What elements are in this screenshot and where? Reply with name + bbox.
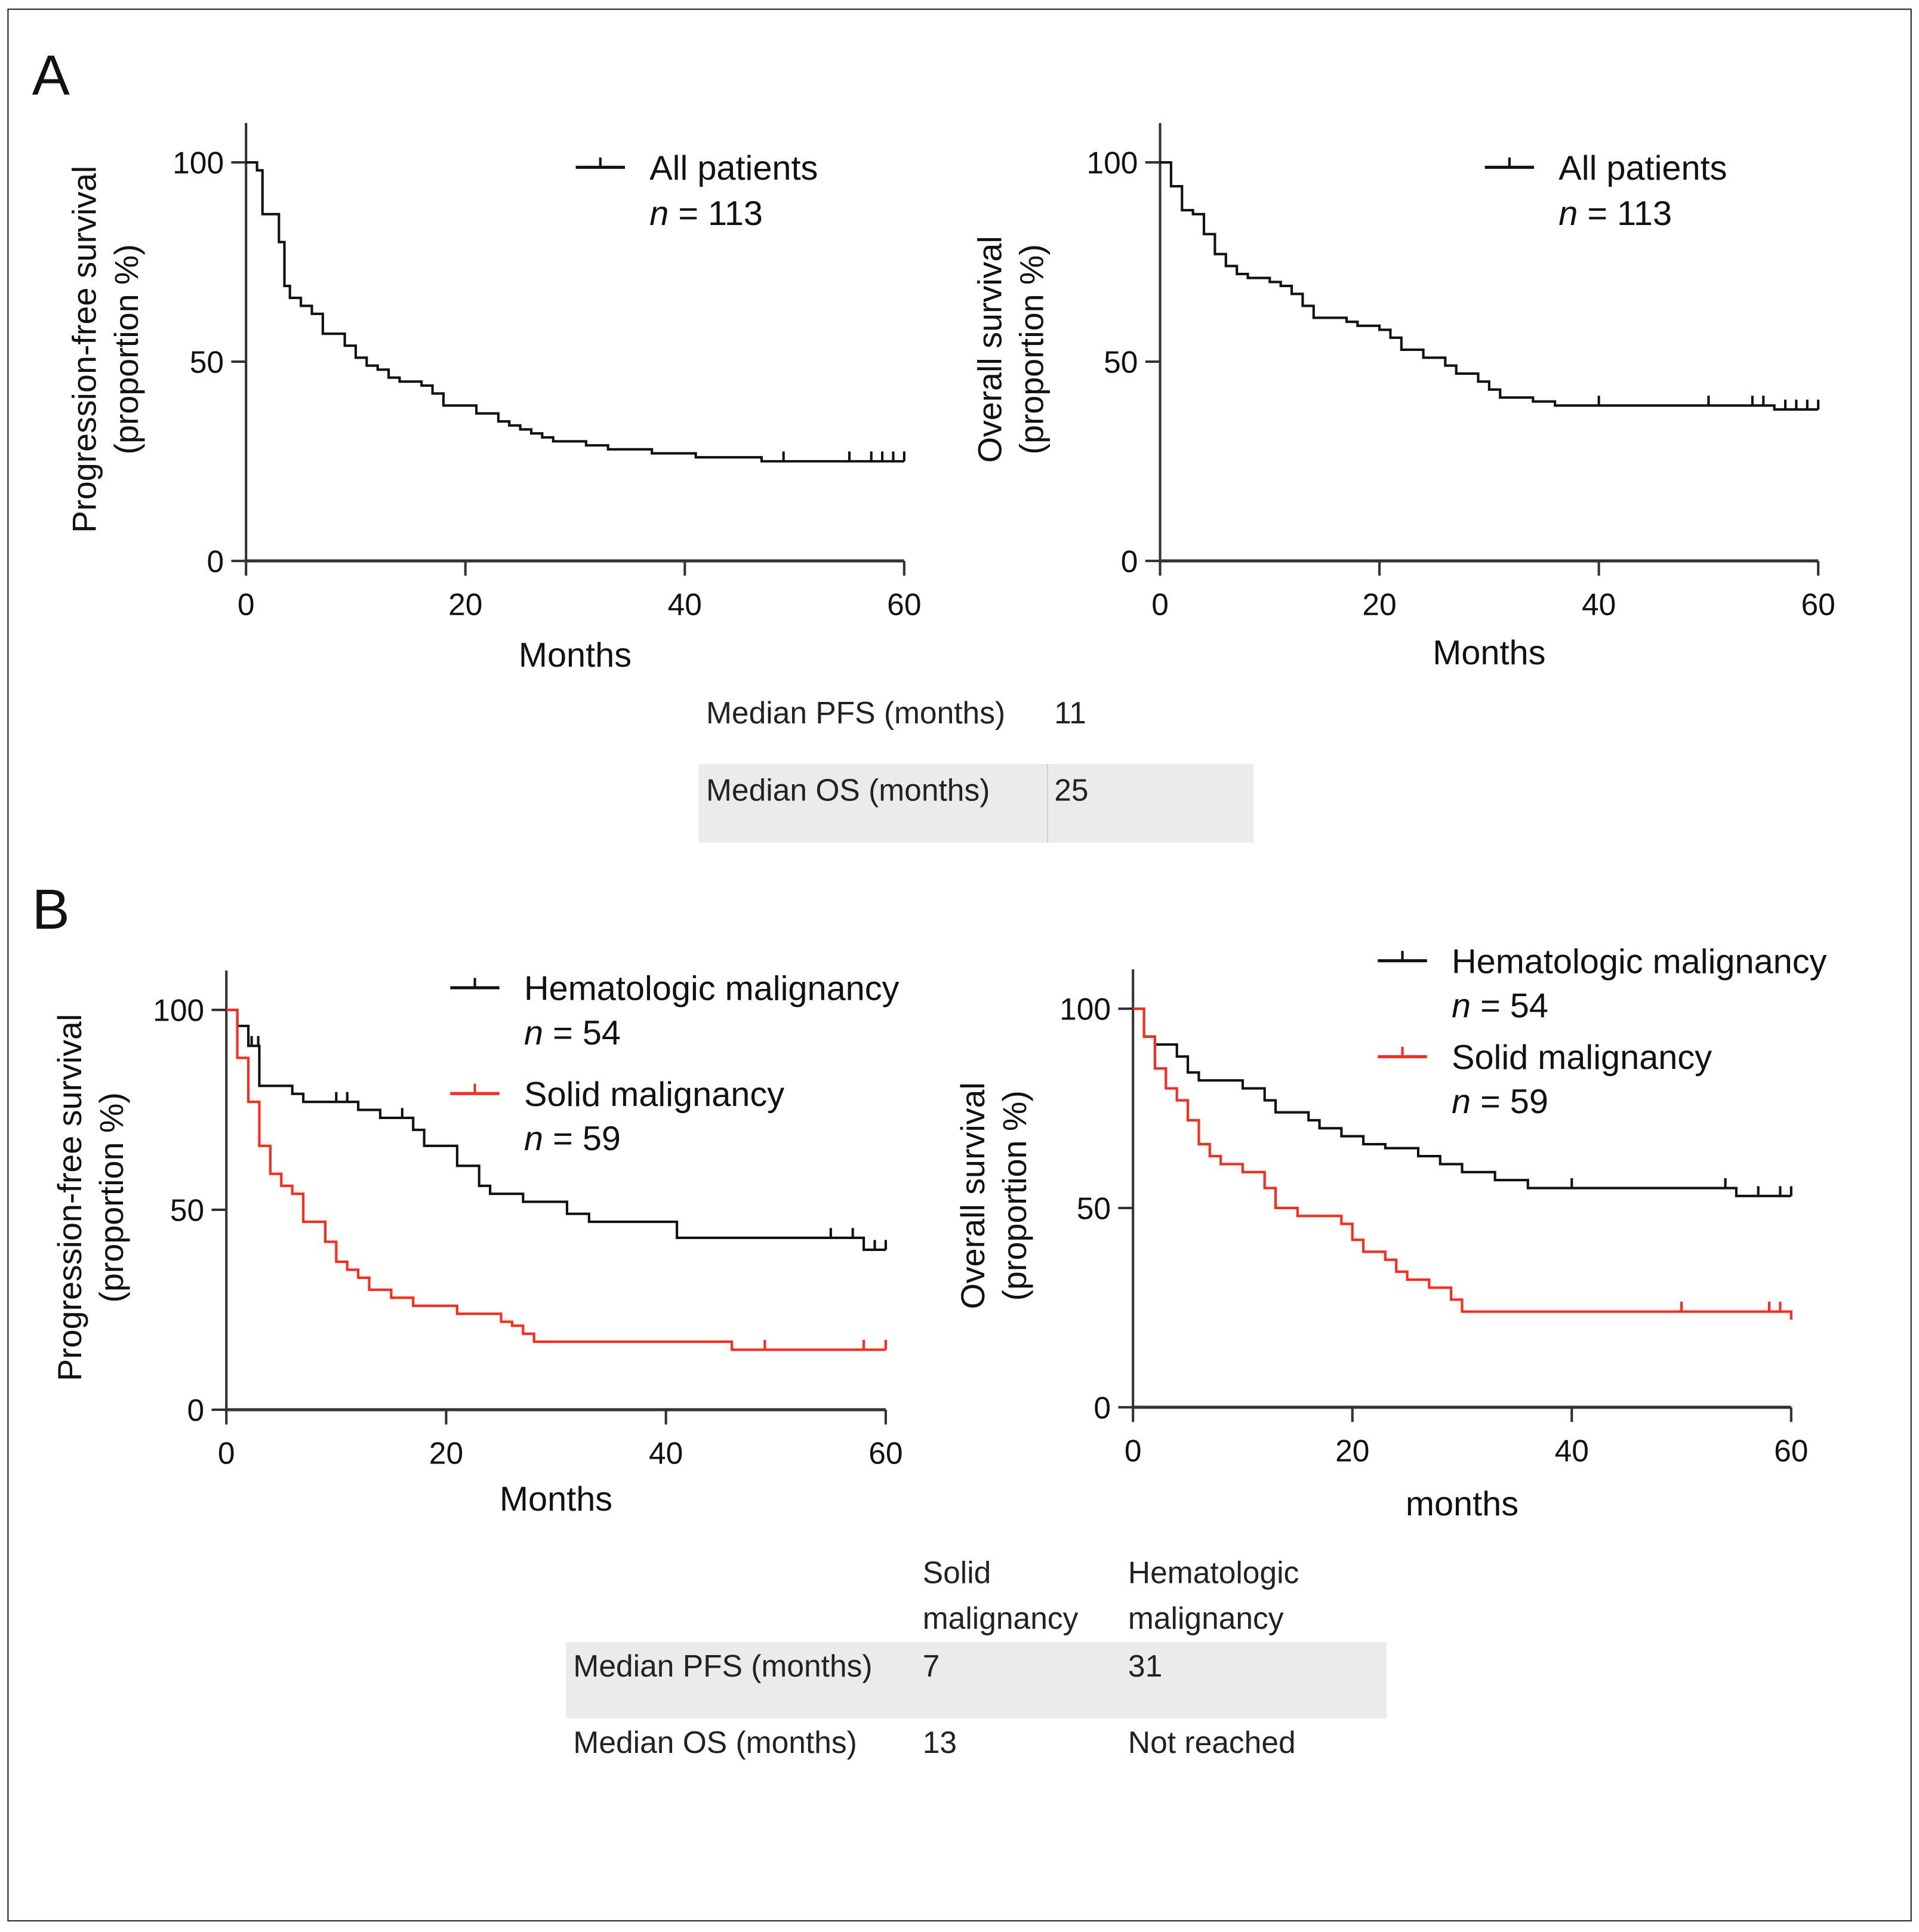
x-tick-label: 60 xyxy=(868,1436,902,1471)
km-chart-4: 0 50 100 0 20 40 60 months Overall survival (prop… xyxy=(954,942,1827,1523)
legend-n-value: = 113 xyxy=(678,195,763,233)
survival-curve xyxy=(1133,1007,1792,1320)
legend-n-symbol: n xyxy=(1558,195,1587,233)
y-axis-label: (proportion %) xyxy=(1014,244,1051,454)
y-axis-label: (proportion %) xyxy=(108,244,145,454)
y-axis-label: Progression-free survival xyxy=(51,1014,88,1381)
legend-label: Solid malignancy xyxy=(524,1076,784,1114)
x-tick-label: 0 xyxy=(218,1436,235,1471)
table-b-header-solid: malignancy xyxy=(922,1601,1079,1637)
y-tick-label: 50 xyxy=(170,1193,204,1228)
table-b-header-heme: malignancy xyxy=(1128,1601,1284,1637)
legend-n-value: = 59 xyxy=(1480,1083,1548,1121)
x-tick-label: 40 xyxy=(1582,587,1616,621)
legend-n-value: = 113 xyxy=(1587,195,1672,233)
y-axis-label: (proportion %) xyxy=(996,1090,1033,1301)
x-tick-label: 40 xyxy=(668,587,702,621)
legend-label: All patients xyxy=(649,149,818,187)
x-tick-label: 20 xyxy=(1362,587,1396,621)
legend-n-symbol: n xyxy=(524,1014,553,1052)
survival-curve xyxy=(1160,161,1819,411)
y-tick-label: 0 xyxy=(207,544,224,578)
table-b-heme-value: 31 xyxy=(1128,1649,1163,1684)
table-a-row-shade xyxy=(698,763,1254,843)
table-b-solid-value: 13 xyxy=(922,1725,957,1761)
x-tick-label: 20 xyxy=(429,1436,463,1471)
y-tick-label: 50 xyxy=(1104,344,1138,379)
y-tick-label: 50 xyxy=(1077,1191,1111,1225)
y-axis-label: (proportion %) xyxy=(93,1092,130,1302)
legend-label: All patients xyxy=(1558,149,1727,187)
table-b-row-shade xyxy=(566,1642,1387,1719)
x-axis-label: Months xyxy=(1433,634,1545,672)
x-axis-label: months xyxy=(1406,1485,1518,1523)
table-a-row-label: Median OS (months) xyxy=(706,774,990,809)
table-b-solid-value: 7 xyxy=(922,1649,940,1684)
table-a-row-value: 25 xyxy=(1054,774,1089,809)
y-tick-label: 100 xyxy=(153,993,204,1028)
km-chart-1: 0 50 100 0 20 40 60 Months Progression-free surv… xyxy=(66,123,921,674)
table-b-header-solid: Solid xyxy=(922,1556,991,1591)
x-tick-label: 60 xyxy=(1774,1433,1808,1468)
table-a-row-value: 11 xyxy=(1054,696,1086,731)
legend-n-symbol: n xyxy=(649,195,678,233)
legend-n: n = 113 xyxy=(1558,195,1672,233)
survival-curve xyxy=(226,1009,886,1252)
x-axis-label: Months xyxy=(500,1480,612,1518)
legend-n-value: = 54 xyxy=(1480,987,1548,1025)
y-axis-label: Progression-free survival xyxy=(66,166,103,533)
survival-curve xyxy=(226,1009,886,1351)
panel-label-b: B xyxy=(32,877,70,941)
y-tick-label: 0 xyxy=(1121,544,1138,578)
legend-n-value: = 54 xyxy=(553,1014,621,1052)
x-tick-label: 60 xyxy=(1801,587,1835,621)
y-tick-label: 0 xyxy=(1094,1390,1111,1425)
y-axis-label: Overall survival xyxy=(972,236,1009,463)
y-tick-label: 100 xyxy=(1086,146,1138,180)
x-tick-label: 40 xyxy=(649,1436,683,1471)
figure-border xyxy=(7,8,1912,1922)
legend-label: Hematologic malignancy xyxy=(1452,942,1827,981)
y-tick-label: 50 xyxy=(190,344,224,379)
legend-n: n = 113 xyxy=(649,195,763,233)
y-axis-label: Overall survival xyxy=(954,1082,991,1309)
table-b-row-label: Median OS (months) xyxy=(573,1725,857,1761)
x-tick-label: 40 xyxy=(1555,1433,1589,1468)
x-tick-label: 20 xyxy=(1335,1433,1369,1468)
table-b-heme-value: Not reached xyxy=(1128,1725,1296,1761)
legend-label: Solid malignancy xyxy=(1452,1039,1712,1077)
legend-label: Hematologic malignancy xyxy=(524,970,900,1008)
y-tick-label: 100 xyxy=(173,146,224,180)
legend-n-value: = 59 xyxy=(553,1120,621,1158)
x-tick-label: 0 xyxy=(238,587,255,621)
table-a-divider xyxy=(1046,763,1048,843)
survival-curve xyxy=(246,161,904,463)
x-axis-label: Months xyxy=(519,636,632,674)
table-b-header-heme: Hematologic xyxy=(1128,1556,1299,1591)
y-tick-label: 100 xyxy=(1059,992,1111,1027)
legend-n-symbol: n xyxy=(524,1120,553,1158)
table-b-row-label: Median PFS (months) xyxy=(573,1649,873,1684)
legend-n-symbol: n xyxy=(1452,1083,1480,1121)
x-tick-label: 0 xyxy=(1151,587,1169,621)
legend-n: n = 54 xyxy=(1452,987,1548,1025)
x-tick-label: 20 xyxy=(448,587,482,621)
legend-n-symbol: n xyxy=(1452,987,1480,1025)
x-tick-label: 0 xyxy=(1125,1433,1142,1468)
legend-n: n = 59 xyxy=(524,1120,621,1158)
table-a-row-label: Median PFS (months) xyxy=(706,696,1006,731)
panel-label-a: A xyxy=(32,43,70,107)
x-tick-label: 60 xyxy=(887,587,921,621)
km-chart-2: 0 50 100 0 20 40 60 Months Overall survival (prop… xyxy=(972,123,1835,672)
km-chart-3: 0 50 100 0 20 40 60 Months Progression-free surv… xyxy=(51,970,903,1518)
legend-n: n = 54 xyxy=(524,1014,621,1052)
y-tick-label: 0 xyxy=(187,1392,204,1427)
survival-curve xyxy=(1133,1007,1791,1197)
legend-n: n = 59 xyxy=(1452,1083,1548,1121)
